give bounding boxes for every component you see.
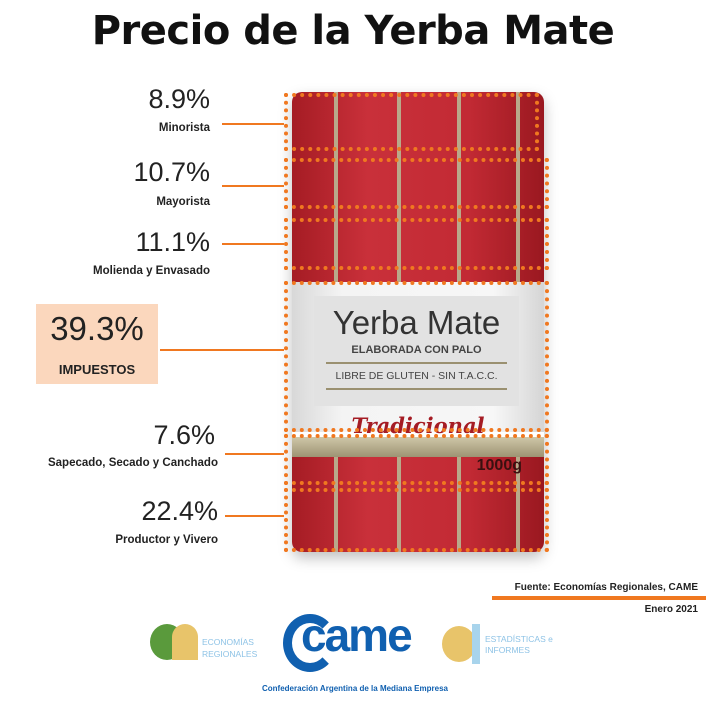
value-label: 11.1% <box>135 227 210 257</box>
category-label: Sapecado, Secado y Canchado <box>47 457 218 469</box>
estadisticas-informes-logo: ESTADÍSTICAS e INFORMES <box>442 624 562 674</box>
segment-box-molienda <box>284 218 549 270</box>
value-label-highlight: 39.3% <box>50 310 144 347</box>
leader-line <box>222 185 284 187</box>
page-title: Precio de la Yerba Mate <box>91 8 615 54</box>
package-top <box>292 92 544 282</box>
leader-line <box>160 349 284 351</box>
package-label: Yerba Mate ELABORADA CON PALO LIBRE DE G… <box>292 282 544 438</box>
yerba-package-image: Yerba Mate ELABORADA CON PALO LIBRE DE G… <box>292 92 544 552</box>
category-label: Productor y Vivero <box>115 534 218 546</box>
segment-box-impuestos <box>284 281 549 432</box>
segment-box-minorista <box>284 93 539 151</box>
package-bottom: 1000g <box>292 457 544 552</box>
value-label: 22.4% <box>141 496 218 526</box>
came-logo-text: came <box>301 609 413 661</box>
came-full-name: Confederación Argentina de la Mediana Em… <box>262 684 448 693</box>
leader-line <box>225 453 284 455</box>
category-label: Mayorista <box>156 196 210 208</box>
leader-line <box>225 515 284 517</box>
category-label: Minorista <box>158 122 210 134</box>
category-label-highlight: IMPUESTOS <box>58 362 136 377</box>
category-label: Molienda y Envasado <box>93 265 210 277</box>
value-label: 7.6% <box>153 420 215 450</box>
leader-line <box>222 123 284 125</box>
segment-box-mayorista <box>284 158 549 209</box>
segment-box-productor <box>284 488 549 552</box>
package-brand: Yerba Mate <box>332 304 501 341</box>
value-label: 10.7% <box>133 157 210 187</box>
source-text: Fuente: Economías Regionales, CAME <box>514 582 698 593</box>
package-band <box>292 437 544 457</box>
came-logo: came <box>283 609 423 674</box>
segment-box-sapecado <box>284 434 549 485</box>
er-logo-text: ECONOMÍAS REGIONALES <box>202 637 258 659</box>
highlight-box <box>36 304 158 384</box>
economias-regionales-logo: ECONOMÍAS REGIONALES <box>150 622 270 672</box>
ei-logo-text: ESTADÍSTICAS e INFORMES <box>485 634 553 655</box>
package-line2: LIBRE DE GLUTEN - SIN T.A.C.C. <box>326 362 507 390</box>
package-line1: ELABORADA CON PALO <box>351 344 482 356</box>
package-variety: Tradicional <box>351 413 485 438</box>
value-label: 8.9% <box>148 84 210 114</box>
source-divider <box>492 596 706 600</box>
leader-line <box>222 243 284 245</box>
package-weight: 1000g <box>476 457 522 474</box>
date-text: Enero 2021 <box>644 604 698 615</box>
